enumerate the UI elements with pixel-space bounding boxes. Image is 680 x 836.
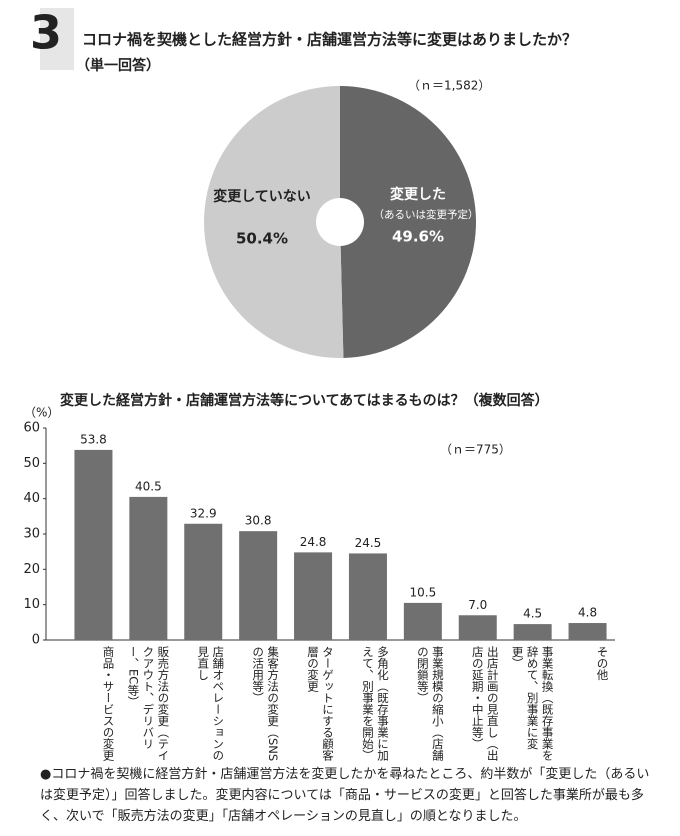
bar-title: 変更した経営方針・店舗運営方法等についてあてはまるものは？（複数回答）: [60, 392, 549, 409]
slice-label: 変更した: [390, 186, 446, 203]
slice-note: （あるいは変更予定）: [373, 208, 478, 221]
x-tick-label: 事業規模の縮小（店舗の閉鎖等）: [415, 646, 445, 761]
x-tick-label: 事業転換（既存事業を辞めて、別事業に変更）: [510, 646, 555, 761]
x-tick-label: 商品・サービスの変更: [101, 646, 116, 761]
y-tick-label: 10: [23, 597, 40, 612]
y-axis-label: （%）: [24, 406, 59, 420]
pie-subtitle: （単一回答）: [76, 57, 160, 74]
bar: [403, 602, 442, 640]
bar: [239, 531, 278, 640]
footnote: ●コロナ禍を契機に経営方針・店舗運営方法を変更したかを尋ねたところ、約半数が「変…: [40, 767, 650, 824]
pie-hole: [316, 198, 364, 246]
value-label: 10.5: [409, 585, 436, 599]
value-label: 30.8: [245, 514, 272, 528]
value-label: 40.5: [135, 479, 162, 493]
x-tick-label: ターゲットにする顧客層の変更: [306, 646, 336, 761]
y-tick-label: 0: [32, 633, 40, 648]
pie-title: コロナ禍を契機とした経営方針・店舗運営方法等に変更はありましたか？: [82, 31, 577, 49]
value-label: 24.8: [300, 535, 327, 549]
bar: [184, 523, 223, 640]
x-tick-label: 販売方法の変更（テイクアウト、デリバリー、EC等）: [126, 646, 171, 761]
slice-value: 50.4%: [236, 229, 288, 247]
pie-note: （ｎ＝1,582）: [408, 79, 490, 93]
bar: [294, 552, 333, 640]
value-label: 24.5: [355, 536, 382, 550]
pie-slice: [203, 86, 344, 359]
section-number: 3: [30, 6, 62, 60]
x-tick-label: その他: [595, 646, 610, 681]
bar: [129, 496, 168, 640]
y-tick-label: 60: [23, 421, 40, 436]
x-tick-label: 出店計画の見直し（出店の延期・中止等）: [470, 646, 500, 761]
x-tick-label: 集客方法の変更（SNSの活用等）: [251, 646, 281, 762]
slice-value: 49.6%: [392, 228, 444, 246]
value-label: 4.8: [578, 606, 597, 620]
value-label: 7.0: [468, 598, 487, 612]
y-tick-label: 30: [23, 527, 40, 542]
y-tick-label: 50: [23, 456, 40, 471]
pie-slice: [340, 86, 476, 358]
bar: [348, 553, 387, 640]
y-tick-label: 40: [23, 491, 40, 506]
y-tick-label: 20: [23, 562, 40, 577]
bar: [513, 624, 552, 640]
slice-label: 変更していない: [213, 188, 311, 205]
x-tick-label: 店舗オペレーションの見直し: [196, 646, 226, 761]
value-label: 4.5: [523, 607, 542, 621]
bar: [568, 623, 607, 640]
bar-note: （ｎ＝775）: [440, 443, 511, 457]
x-tick-label: 多角化（既存事業に加えて、別事業を開始）: [360, 646, 390, 761]
bar: [458, 615, 497, 640]
value-label: 53.8: [80, 432, 107, 446]
number-box: [40, 8, 74, 70]
bar: [74, 449, 113, 640]
value-label: 32.9: [190, 506, 217, 520]
